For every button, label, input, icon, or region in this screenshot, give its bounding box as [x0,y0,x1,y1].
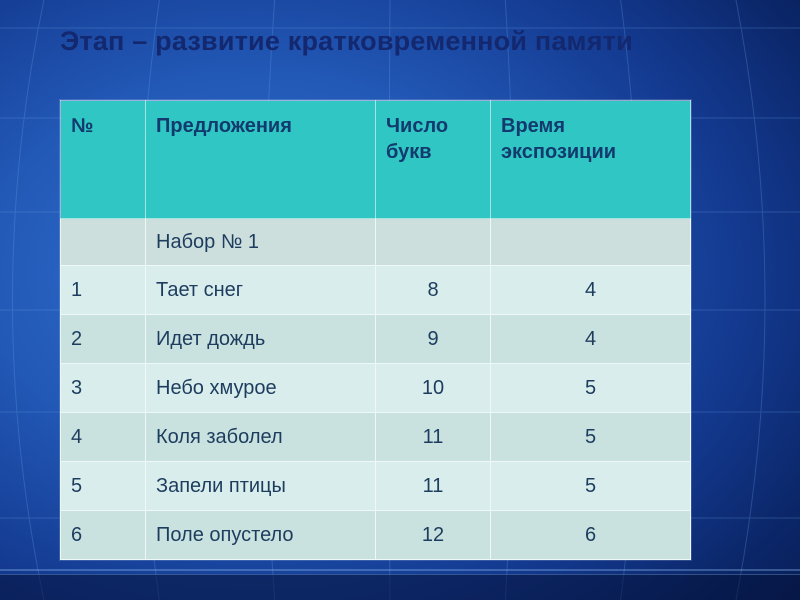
cell-letters: 9 [375,314,491,364]
cell-number: 4 [60,412,146,462]
cell-sentence: Небо хмурое [145,363,376,413]
table-row: 3 Небо хмурое 10 5 [60,363,691,413]
cell-time: 4 [490,265,691,315]
cell-number: 2 [60,314,146,364]
cell-letters: 8 [375,265,491,315]
table-group-row: Набор № 1 [60,218,691,266]
table-header-row: № Предложения Число букв Время экспозици… [60,100,691,219]
table-row: 1 Тает снег 8 4 [60,265,691,315]
memory-exposure-table: № Предложения Число букв Время экспозици… [60,100,691,560]
cell-sentence: Идет дождь [145,314,376,364]
cell-time: 5 [490,461,691,511]
cell-letters: 11 [375,461,491,511]
cell-time-empty [490,218,691,266]
cell-number: 6 [60,510,146,560]
cell-letters: 11 [375,412,491,462]
bottom-shade-band [0,574,800,600]
cell-time: 5 [490,412,691,462]
cell-number: 3 [60,363,146,413]
slide-title: Этап – развитие кратковременной памяти [60,26,633,56]
cell-time: 4 [490,314,691,364]
cell-letters-empty [375,218,491,266]
cell-number-empty [60,218,146,266]
table-row: 5 Запели птицы 11 5 [60,461,691,511]
table-row: 6 Поле опустело 12 6 [60,510,691,560]
cell-letters: 12 [375,510,491,560]
cell-number: 1 [60,265,146,315]
col-header-exposure-time: Время экспозиции [490,100,691,219]
cell-group-label: Набор № 1 [145,218,376,266]
cell-sentence: Коля заболел [145,412,376,462]
col-header-sentences: Предложения [145,100,376,219]
cell-time: 6 [490,510,691,560]
cell-sentence: Запели птицы [145,461,376,511]
table-row: 4 Коля заболел 11 5 [60,412,691,462]
table-row: 2 Идет дождь 9 4 [60,314,691,364]
col-header-number: № [60,100,146,219]
cell-number: 5 [60,461,146,511]
cell-letters: 10 [375,363,491,413]
cell-sentence: Поле опустело [145,510,376,560]
cell-sentence: Тает снег [145,265,376,315]
col-header-letter-count: Число букв [375,100,491,219]
cell-time: 5 [490,363,691,413]
